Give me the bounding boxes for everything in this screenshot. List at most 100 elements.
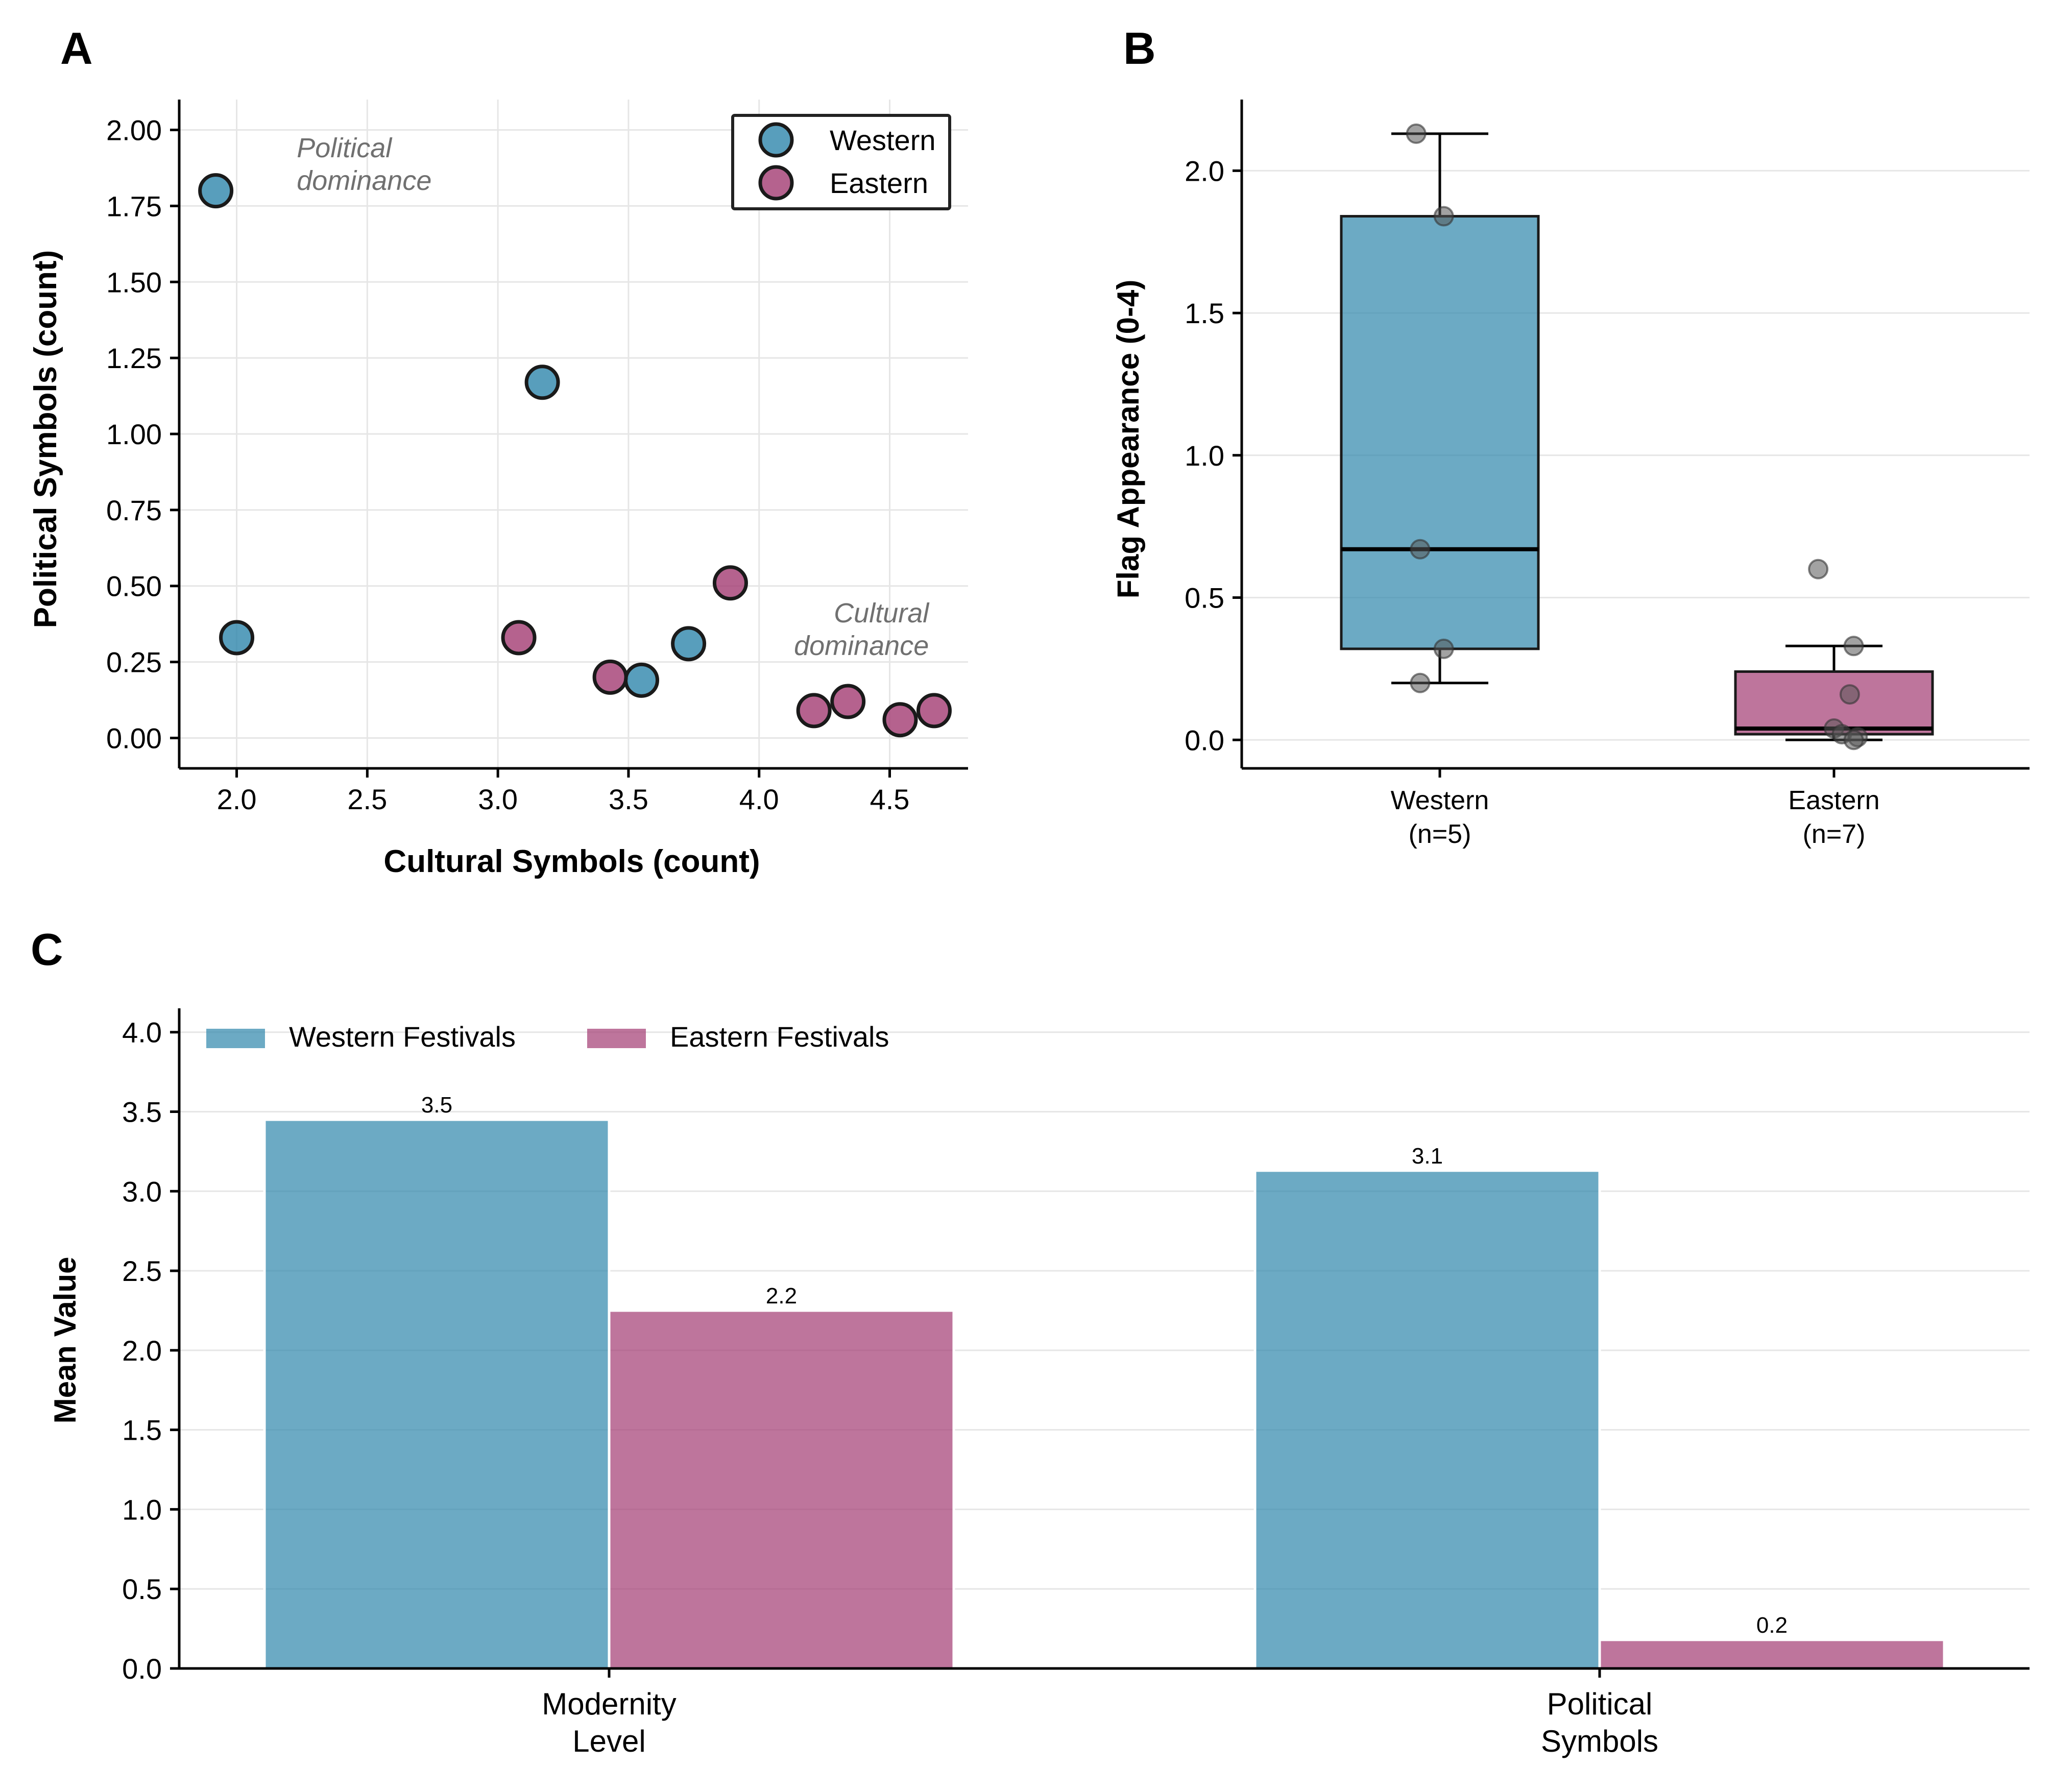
- panel-a-xtick-label: 3.0: [478, 783, 518, 815]
- panel-a-ytick-label: 1.00: [106, 418, 162, 450]
- jitter-point-western: [1410, 539, 1431, 560]
- jitter-point-eastern: [1843, 636, 1864, 657]
- legend-label-eastern: Eastern: [830, 167, 928, 199]
- panel-c-ytick-label: 2.0: [122, 1335, 162, 1367]
- scatter-point-western: [198, 173, 234, 209]
- legend-marker-eastern: [758, 165, 794, 201]
- bar-value-label: 3.5: [421, 1093, 452, 1118]
- jitter-point-western: [1410, 672, 1431, 693]
- scatter-point-eastern: [830, 684, 866, 719]
- panel-label-b: B: [1123, 23, 1156, 74]
- scatter-point-eastern: [712, 565, 748, 601]
- bar-eastern-festivals: [1598, 1638, 1946, 1670]
- jitter-point-eastern: [1843, 730, 1864, 750]
- panel-a-annotation-political: Political dominance: [297, 133, 431, 196]
- scatter-point-western: [524, 365, 560, 400]
- panel-a-xtick-label: 3.5: [609, 783, 648, 815]
- panel-c-ytick-label: 0.5: [122, 1573, 162, 1605]
- panel-c-ytick-label: 4.0: [122, 1016, 162, 1049]
- scatter-point-western: [624, 662, 660, 698]
- panel-c-ytick-label: 2.5: [122, 1255, 162, 1287]
- scatter-point-western: [671, 626, 707, 662]
- panel-c-legend: Western Festivals Eastern Festivals: [206, 1021, 889, 1053]
- panel-a-ytick-label: 0.75: [106, 494, 162, 526]
- panel-a-points: [198, 173, 952, 738]
- panel-c-xtick-label: Modernity: [542, 1687, 676, 1721]
- panel-c-xtick-label: Political: [1547, 1687, 1653, 1721]
- panel-a-xtick-label: 2.5: [347, 783, 387, 815]
- panel-c-axes: 0.0 0.5 1.0 1.5 2.0 2.5 3.0 3.5 4.0 ModernityLeve…: [122, 1008, 2030, 1758]
- panel-a-xtick-label: 2.0: [217, 783, 257, 815]
- panel-b-xtick-label: Western: [1391, 786, 1489, 815]
- box-western: [1340, 215, 1540, 650]
- panel-a-ytick-label: 1.75: [106, 190, 162, 222]
- scatter-point-eastern: [882, 702, 918, 738]
- scatter-point-eastern: [796, 693, 832, 729]
- scatter-point-eastern: [501, 620, 537, 656]
- panel-c-ytick-label: 3.0: [122, 1175, 162, 1207]
- panel-c-ytick-label: 0.0: [122, 1653, 162, 1685]
- panel-b-axes: 0.0 0.5 1.0 1.5 2.0 Western (n=5) Eastern (n=7): [1185, 100, 2030, 849]
- jitter-point-western: [1433, 638, 1454, 659]
- panel-b-ytick-label: 2.0: [1185, 155, 1224, 187]
- panel-c-bar-group: 3.5 3.1 2.2 0.2: [263, 1093, 1946, 1670]
- bar-western-festivals: [263, 1118, 611, 1670]
- panel-c-ytick-label: 1.5: [122, 1414, 162, 1446]
- panel-a-ytick-label: 0.50: [106, 570, 162, 602]
- panel-a-xlabel: Cultural Symbols (count): [383, 844, 760, 879]
- panel-a-axes: 2.0 2.5 3.0 3.5 4.0 4.5 0.00 0.25 0.50 0.75 1.00 1.…: [106, 100, 968, 815]
- legend-swatch-eastern-festivals: [587, 1029, 646, 1048]
- panel-a-ytick-label: 0.25: [106, 646, 162, 679]
- panel-b-ylabel: Flag Appearance (0-4): [1111, 280, 1145, 599]
- jitter-point-eastern: [1839, 684, 1860, 705]
- legend-label-western-festivals: Western Festivals: [289, 1021, 516, 1053]
- legend-swatch-western-festivals: [206, 1029, 265, 1048]
- panel-a-ytick-label: 2.00: [106, 114, 162, 147]
- panel-c-xtick-label: Level: [572, 1724, 645, 1758]
- panel-b-boxes: [1340, 132, 1934, 741]
- panel-b-xtick-label: (n=7): [1803, 819, 1866, 849]
- legend-marker-western: [758, 122, 794, 158]
- annotation-line: Cultural: [834, 598, 930, 628]
- jitter-point-eastern: [1808, 559, 1829, 579]
- jitter-point-western: [1406, 123, 1427, 144]
- bar-value-label: 0.2: [1756, 1613, 1788, 1638]
- panel-c-ytick-label: 1.0: [122, 1493, 162, 1525]
- annotation-line: Political: [297, 133, 393, 163]
- panel-c-bars: 3.5 3.1 2.2 0.2 0.0 0.5 1.0 1.5 2.0 2.5 3.0 3.5 4.0…: [48, 1008, 2030, 1758]
- panel-a-ytick-label: 1.50: [106, 266, 162, 298]
- panel-a-xtick-label: 4.0: [739, 783, 779, 815]
- legend-label-eastern-festivals: Eastern Festivals: [670, 1021, 889, 1053]
- panel-b-ytick-label: 1.0: [1185, 440, 1224, 472]
- panel-b-ytick-label: 0.5: [1185, 582, 1224, 614]
- panel-b-ytick-label: 1.5: [1185, 297, 1224, 329]
- bar-western-festivals: [1253, 1169, 1601, 1670]
- legend-label-western: Western: [830, 124, 935, 156]
- panel-b-boxplot: 0.00.51.01.52.0Western(n=5)Eastern(n=7) …: [1111, 100, 2030, 849]
- panel-b-points: [1406, 123, 1868, 750]
- panel-c-ytick-label: 3.5: [122, 1096, 162, 1128]
- panel-a-annotation-cultural: Cultural dominance: [794, 598, 930, 661]
- bar-value-label: 3.1: [1412, 1144, 1443, 1169]
- scatter-point-western: [219, 620, 255, 656]
- panel-b-xtick-label: (n=5): [1409, 819, 1471, 849]
- panel-a-ylabel: Political Symbols (count): [28, 250, 63, 628]
- bar-value-label: 2.2: [766, 1284, 797, 1309]
- panel-a-ytick-label: 1.25: [106, 342, 162, 374]
- panel-a-ytick-label: 0.00: [106, 722, 162, 754]
- jitter-point-western: [1433, 206, 1454, 227]
- panel-c-ylabel: Mean Value: [48, 1257, 82, 1424]
- panel-b-xtick-label: Eastern: [1788, 786, 1879, 815]
- annotation-line: dominance: [794, 631, 929, 661]
- scatter-point-eastern: [916, 693, 952, 729]
- panel-label-a: A: [60, 23, 93, 74]
- panel-b-ytick-label: 0.0: [1185, 724, 1224, 756]
- annotation-line: dominance: [297, 165, 431, 196]
- panel-label-c: C: [31, 924, 63, 975]
- panel-a-xtick-label: 4.5: [870, 783, 910, 815]
- panel-c-xtick-label: Symbols: [1541, 1724, 1658, 1758]
- bar-eastern-festivals: [608, 1309, 955, 1670]
